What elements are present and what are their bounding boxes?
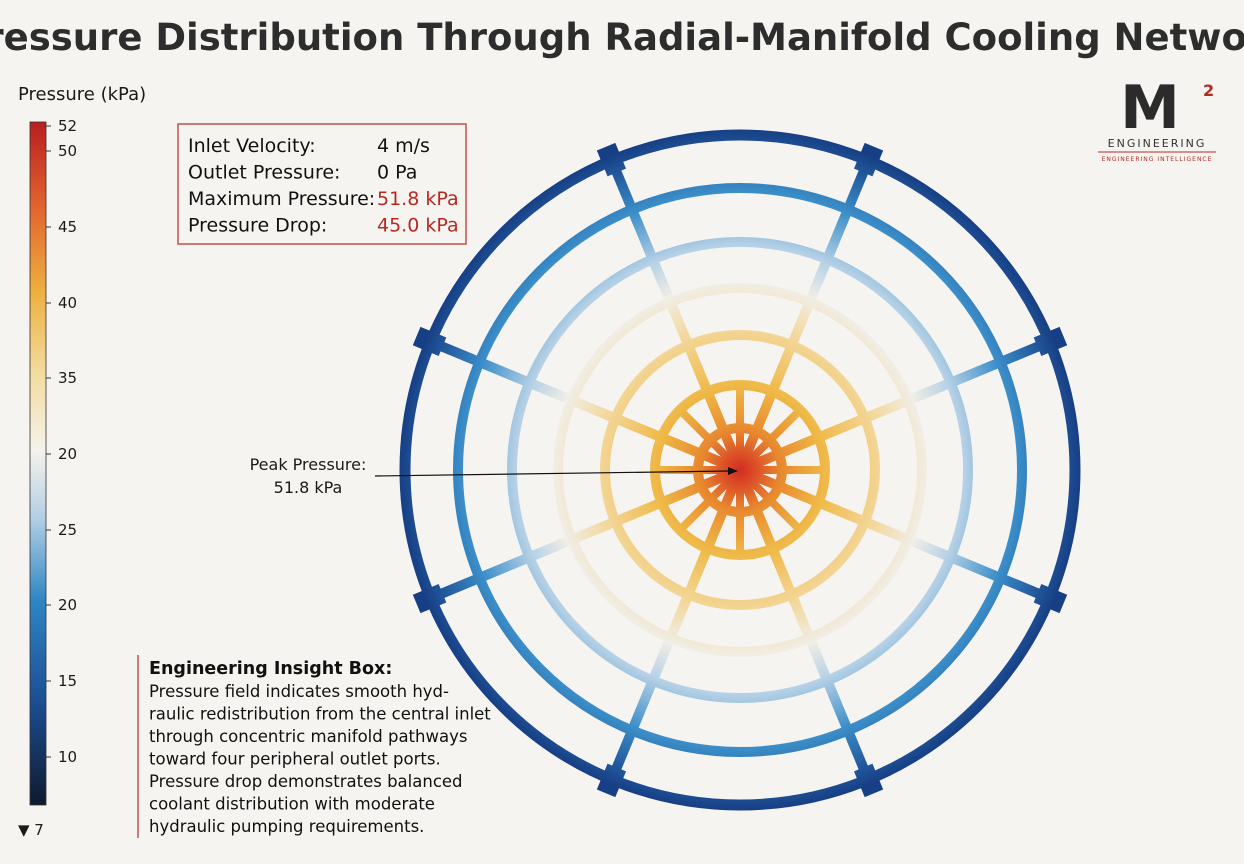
colorbar-tick-label: 20 (58, 445, 77, 463)
colorbar-tick-label: ▼ 7 (18, 821, 44, 839)
colorbar-tick-label: 20 (58, 596, 77, 614)
insight-line: Pressure field indicates smooth hyd- (149, 682, 449, 701)
outlet-port (596, 142, 627, 177)
spoke (607, 158, 745, 472)
network (399, 129, 1081, 811)
ring (507, 237, 973, 703)
logo-mark: M (1120, 73, 1180, 143)
spoke (428, 465, 742, 603)
inner-spoke (737, 407, 803, 473)
insight-text: Pressure field indicates smooth hyd-raul… (149, 682, 491, 836)
info-value: 0 Pa (377, 162, 417, 184)
spoke (735, 468, 873, 782)
ring (553, 283, 927, 657)
inner-spoke (677, 467, 743, 533)
logo-tagline: ENGINEERING INTELLIGENCE (1102, 156, 1213, 163)
insight-line: toward four peripheral outlet ports. (149, 750, 441, 769)
outlet-port (1033, 583, 1068, 614)
info-value: 45.0 kPa (377, 215, 459, 237)
spoke (607, 468, 745, 782)
insight-title: Engineering Insight Box: (149, 659, 392, 679)
info-value: 4 m/s (377, 135, 430, 157)
insight-line: raulic redistribution from the central i… (149, 705, 491, 724)
inner-spoke (737, 467, 803, 533)
info-rows: Inlet Velocity: 4 m/s Outlet Pressure: 0 Pa… (188, 135, 459, 237)
colorbar (29, 121, 47, 806)
colorbar-tick-label: 10 (58, 748, 77, 766)
colorbar-tick-label: 45 (58, 218, 77, 236)
inner-spoke (677, 407, 743, 473)
info-label: Outlet Pressure: (188, 162, 340, 184)
ring (600, 330, 880, 610)
outlet-port (596, 763, 627, 798)
ring (399, 129, 1081, 811)
colorbar-tick-label: 50 (58, 142, 77, 160)
colorbar-ticks: 52 50 45 40 35 20 25 20 15 10 ▼ 7 (18, 117, 77, 839)
spoke (428, 337, 742, 475)
insight-line: coolant distribution with moderate (149, 795, 435, 814)
spoke (738, 465, 1052, 603)
outlet-port (853, 142, 884, 177)
ring (453, 183, 1027, 757)
outlet-port (1033, 326, 1068, 357)
info-value: 51.8 kPa (377, 188, 459, 210)
logo-sup: 2 (1203, 81, 1214, 100)
colorbar-tick-label: 15 (58, 672, 77, 690)
colorbar-tick-label: 52 (58, 117, 77, 135)
annotation-line: Peak Pressure: (250, 455, 367, 474)
annotation-arrow (374, 470, 731, 477)
spoke (735, 158, 873, 472)
colorbar-tick-label: 35 (58, 369, 77, 387)
insight-line: through concentric manifold pathways (149, 727, 467, 746)
annotation-line: 51.8 kPa (274, 478, 343, 497)
insight-line: Pressure drop demonstrates balanced (149, 772, 463, 791)
info-label: Pressure Drop: (188, 215, 327, 237)
outlet-port (853, 763, 884, 798)
spoke (738, 337, 1052, 475)
outlet-port (412, 326, 447, 357)
colorbar-tick-label: 40 (58, 294, 77, 312)
arrow-head (728, 467, 738, 475)
title: Pressure Distribution Through Radial-Man… (0, 16, 1244, 59)
info-box (177, 123, 467, 245)
colorbar-tick-label: 25 (58, 521, 77, 539)
info-label: Maximum Pressure: (188, 188, 375, 210)
insight-line: hydraulic pumping requirements. (149, 817, 424, 836)
logo-name: ENGINEERING (1108, 137, 1207, 150)
info-label: Inlet Velocity: (188, 135, 316, 157)
outlet-port (412, 583, 447, 614)
colorbar-label: Pressure (kPa) (18, 84, 146, 105)
